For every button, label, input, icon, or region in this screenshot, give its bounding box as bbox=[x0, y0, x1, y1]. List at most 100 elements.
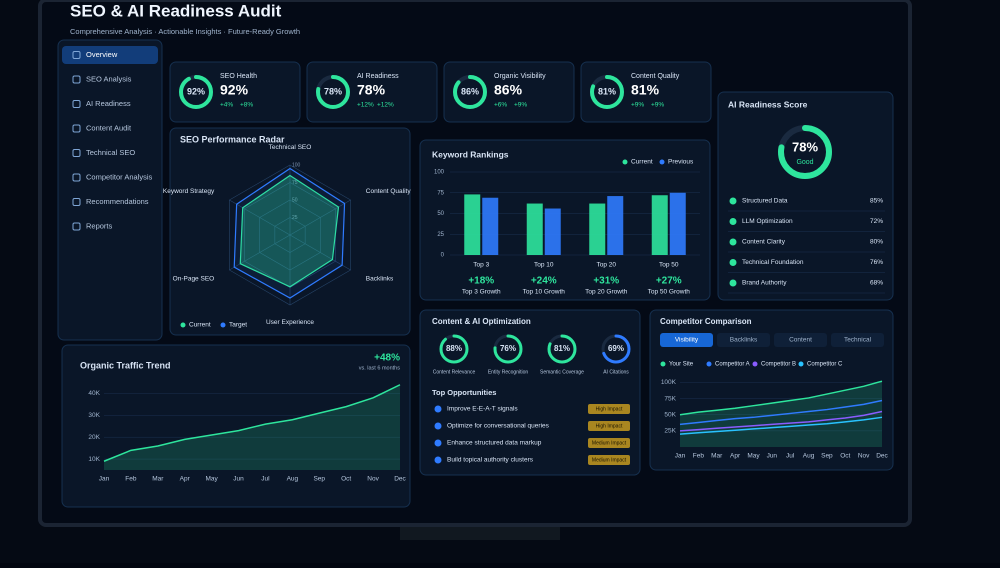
y-tick-label: 50 bbox=[437, 211, 444, 217]
nav-item[interactable]: Technical SEO bbox=[86, 148, 135, 157]
nav-icon bbox=[72, 198, 81, 206]
impact-badge bbox=[588, 455, 630, 465]
ring-arc bbox=[547, 334, 577, 364]
opp-icon bbox=[434, 405, 442, 413]
nav-item[interactable]: Recommendations bbox=[86, 197, 149, 206]
impact-label: High Impact bbox=[596, 423, 623, 429]
traffic-change: +48% bbox=[374, 353, 400, 364]
y-tick-label: 20K bbox=[88, 434, 100, 441]
radar-tick: 25 bbox=[292, 215, 298, 221]
ai-panel bbox=[717, 91, 894, 301]
nav-item[interactable]: SEO Analysis bbox=[86, 74, 132, 83]
x-tick-label: Jul bbox=[786, 453, 795, 460]
radar-spoke bbox=[229, 234, 291, 271]
ring-arc bbox=[439, 334, 469, 364]
nav-icon bbox=[72, 173, 81, 182]
keyword-panel bbox=[419, 139, 711, 301]
nav-item[interactable]: Content Audit bbox=[86, 123, 132, 132]
traffic-panel bbox=[61, 344, 411, 508]
bar bbox=[651, 195, 668, 255]
radar-axis-label: Content Quality bbox=[366, 188, 412, 195]
x-tick-label: Top 10 bbox=[534, 262, 554, 269]
content-panel bbox=[419, 309, 641, 476]
check-icon bbox=[729, 218, 737, 225]
ring-arc bbox=[316, 75, 350, 109]
y-tick-label: 25 bbox=[437, 232, 444, 238]
tab[interactable] bbox=[831, 333, 884, 347]
panel-title: Content & AI Optimization bbox=[432, 317, 531, 326]
tab-label[interactable]: Technical bbox=[844, 337, 872, 344]
ai-item-value: 76% bbox=[870, 259, 883, 266]
nav-icon bbox=[72, 75, 81, 84]
competitor-panel bbox=[649, 309, 894, 471]
x-tick-label: Jan bbox=[675, 453, 686, 460]
line bbox=[679, 410, 883, 432]
impact-badge bbox=[588, 438, 630, 448]
metric-value: 88% bbox=[446, 344, 462, 353]
tab[interactable] bbox=[660, 333, 713, 347]
bar bbox=[607, 196, 624, 255]
ai-item-label: Structured Data bbox=[742, 198, 788, 205]
legend-dot bbox=[660, 361, 666, 367]
legend-label: Previous bbox=[668, 159, 694, 166]
legend-label: Competitor C bbox=[807, 362, 843, 368]
bar bbox=[482, 197, 499, 255]
ai-item-label: Brand Authority bbox=[742, 280, 787, 287]
tab[interactable] bbox=[774, 333, 827, 347]
kpi-label: Content Quality bbox=[631, 73, 680, 80]
y-tick-label: 25K bbox=[664, 428, 676, 435]
radar-tick: 50 bbox=[292, 197, 298, 203]
radar-axis-label: User Experience bbox=[266, 319, 314, 326]
y-tick-label: 30K bbox=[88, 412, 100, 419]
ring-arc bbox=[601, 334, 631, 364]
check-icon bbox=[729, 238, 737, 246]
nav-item[interactable]: Reports bbox=[86, 221, 113, 230]
growth-caption: Top 10 Growth bbox=[523, 289, 566, 296]
kpi-value: 92% bbox=[220, 82, 249, 98]
bar bbox=[526, 203, 543, 255]
radar-axis-label: On-Page SEO bbox=[173, 275, 215, 282]
ai-item-label: LLM Optimization bbox=[742, 218, 793, 225]
x-tick-label: Nov bbox=[858, 453, 870, 460]
bar bbox=[464, 194, 481, 255]
y-tick-label: 0 bbox=[441, 253, 445, 259]
radar-spoke bbox=[229, 199, 291, 236]
tab[interactable] bbox=[717, 333, 770, 347]
nav-item[interactable]: Overview bbox=[86, 50, 118, 59]
x-tick-label: May bbox=[205, 476, 218, 483]
legend-label: Competitor A bbox=[715, 362, 750, 368]
kpi-value: 78% bbox=[357, 82, 386, 98]
bar bbox=[589, 203, 606, 255]
tab-label[interactable]: Backlinks bbox=[730, 337, 758, 344]
x-tick-label: Dec bbox=[394, 476, 406, 483]
growth-caption: Top 50 Growth bbox=[648, 289, 691, 296]
panel-title: Organic Traffic Trend bbox=[80, 360, 171, 370]
tab-label[interactable]: Content bbox=[789, 337, 812, 344]
opp-icon bbox=[434, 439, 442, 447]
line bbox=[679, 416, 883, 435]
ai-item-value: 80% bbox=[870, 239, 883, 246]
y-tick-label: 50K bbox=[664, 411, 676, 418]
area bbox=[104, 384, 400, 470]
opp-icon bbox=[434, 456, 442, 464]
nav-item[interactable]: AI Readiness bbox=[86, 99, 131, 108]
kpi-change: +12% bbox=[357, 102, 374, 109]
subtitle: Comprehensive Analysis · Actionable Insi… bbox=[70, 27, 300, 36]
tab-label[interactable]: Visibility bbox=[675, 337, 699, 344]
legend-dot bbox=[706, 361, 712, 367]
kpi-ring-label: 86% bbox=[461, 86, 479, 96]
kpi-change: +12% bbox=[377, 102, 394, 109]
check-icon bbox=[729, 259, 737, 266]
x-tick-label: Apr bbox=[730, 453, 741, 460]
x-tick-label: Oct bbox=[341, 476, 351, 483]
nav-item[interactable]: Competitor Analysis bbox=[86, 172, 153, 181]
panel-title: SEO Performance Radar bbox=[180, 134, 285, 144]
x-tick-label: Feb bbox=[125, 476, 137, 483]
radar-axis-label: Keyword Strategy bbox=[163, 188, 215, 195]
nav-icon bbox=[72, 222, 81, 231]
x-tick-label: Aug bbox=[803, 453, 815, 460]
bar bbox=[544, 208, 561, 255]
kpi-change: +9% bbox=[651, 102, 664, 109]
radar-area bbox=[239, 174, 340, 288]
